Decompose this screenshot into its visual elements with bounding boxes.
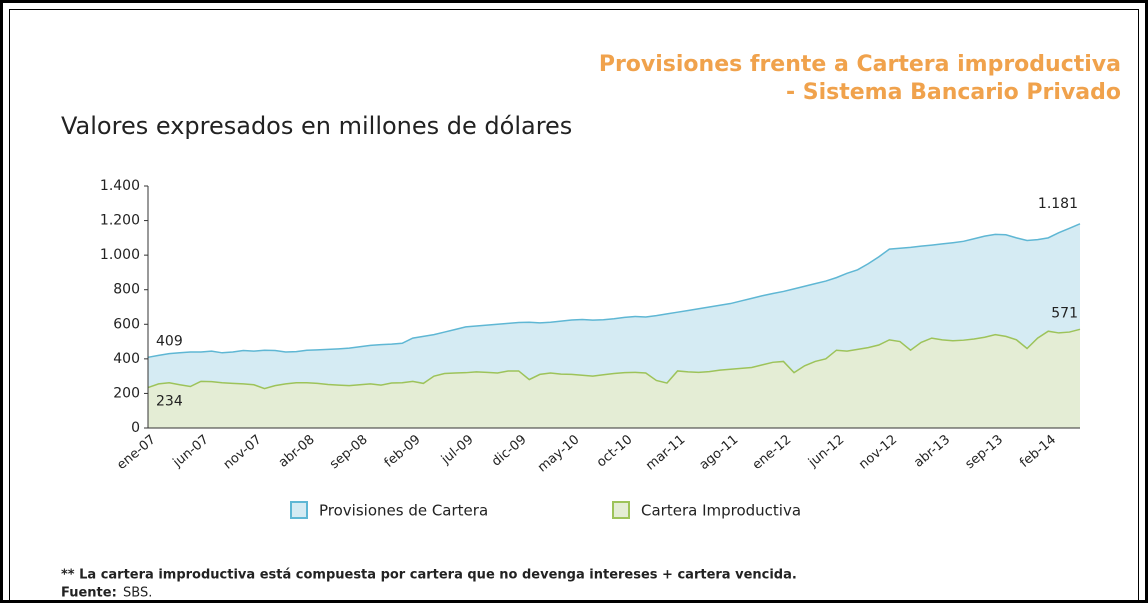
x-tick-label: mar-11 [643, 432, 688, 473]
x-tick-label: oct-10 [594, 432, 635, 470]
x-tick-label: ene-12 [750, 432, 794, 473]
y-tick-label: 400 [113, 351, 140, 367]
x-tick-label: jun-07 [170, 432, 212, 471]
y-tick-label: 800 [113, 282, 140, 298]
data-label: 234 [156, 394, 183, 410]
chart-title: Provisiones frente a Cartera improductiv… [599, 52, 1121, 77]
source: SBS. [123, 586, 152, 601]
legend-swatch [612, 501, 630, 519]
legend-label: Cartera Improductiva [641, 502, 801, 520]
x-tick-label: feb-14 [1017, 432, 1059, 471]
area [148, 329, 1080, 428]
inner-frame [9, 9, 1139, 600]
area-line [147, 328, 1081, 390]
y-tick-label: 600 [113, 316, 140, 332]
y-tick-label: 200 [113, 385, 140, 401]
x-tick-label: dic-09 [489, 432, 529, 469]
legend-swatch [290, 501, 308, 519]
data-label: 1.181 [1038, 196, 1078, 212]
data-label: 409 [156, 333, 183, 349]
x-tick-label: jul-09 [438, 432, 477, 468]
area-line [147, 223, 1081, 359]
footnote: ** La cartera improductiva está compuest… [61, 568, 797, 583]
chart: Provisiones frente a Cartera improductiv… [61, 52, 1121, 601]
data-label: 571 [1051, 305, 1078, 321]
x-tick-label: feb-09 [382, 432, 424, 471]
x-tick-label: jun-12 [805, 432, 847, 471]
x-tick-label: may-10 [535, 432, 582, 475]
y-tick-label: 1.000 [100, 247, 140, 263]
y-axis-title: Valores expresados en millones de dólare… [61, 112, 572, 140]
x-tick-label: ene-07 [114, 432, 158, 473]
x-tick-label: abr-08 [276, 432, 318, 470]
y-tick-label: 1.400 [100, 178, 140, 194]
x-tick-label: sep-08 [327, 432, 371, 472]
chart-subtitle: - Sistema Bancario Privado [786, 80, 1121, 105]
x-tick-label: nov-12 [856, 432, 900, 472]
x-tick-label: nov-07 [221, 432, 265, 472]
y-tick-label: 1.200 [100, 213, 140, 229]
x-tick-label: sep-13 [963, 432, 1007, 472]
source-label: Fuente: [61, 586, 117, 601]
y-tick-label: 0 [131, 420, 140, 436]
x-tick-label: abr-13 [911, 432, 953, 470]
legend-label: Provisiones de Cartera [319, 502, 488, 520]
x-tick-label: ago-11 [697, 432, 742, 473]
